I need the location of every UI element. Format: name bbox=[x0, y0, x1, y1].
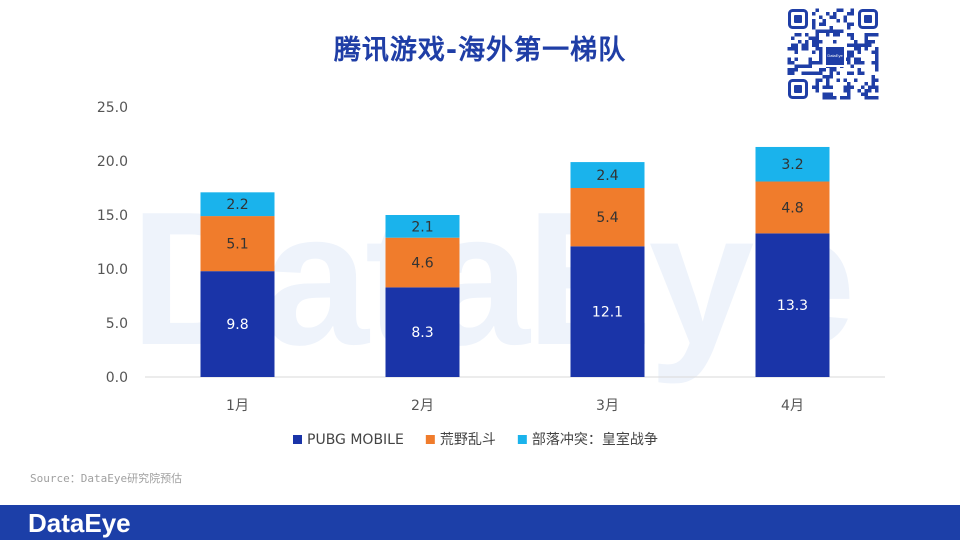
data-label: 13.3 bbox=[777, 298, 808, 314]
footer-logo: DataEye bbox=[28, 508, 131, 538]
bar-segment bbox=[385, 287, 460, 377]
data-label: 2.2 bbox=[226, 197, 248, 213]
y-tick-label: 0.0 bbox=[106, 370, 128, 386]
bar-segment bbox=[755, 181, 830, 234]
data-label: 5.4 bbox=[596, 210, 618, 226]
y-tick-label: 10.0 bbox=[97, 262, 128, 278]
bar-segment bbox=[570, 246, 645, 377]
bar-segment bbox=[385, 237, 460, 288]
data-label: 3.2 bbox=[781, 157, 803, 173]
x-tick-label: 1月 bbox=[226, 398, 249, 414]
bar-segment bbox=[200, 271, 275, 377]
bar-segment bbox=[570, 188, 645, 247]
data-label: 2.4 bbox=[596, 168, 618, 184]
y-tick-label: 5.0 bbox=[106, 316, 128, 332]
bar-segment bbox=[385, 215, 460, 238]
bar-segment bbox=[200, 216, 275, 272]
y-tick-label: 25.0 bbox=[97, 100, 128, 116]
data-label: 4.6 bbox=[411, 256, 433, 272]
x-tick-label: 3月 bbox=[596, 398, 619, 414]
data-label: 2.1 bbox=[411, 219, 433, 235]
qr-code-icon bbox=[787, 8, 879, 100]
x-tick-label: 4月 bbox=[781, 398, 804, 414]
data-label: 5.1 bbox=[226, 237, 248, 253]
chart-title: 腾讯游戏-海外第一梯队 bbox=[333, 35, 627, 66]
data-label: 9.8 bbox=[226, 317, 248, 333]
data-label: 8.3 bbox=[411, 325, 433, 341]
legend-label: 荒野乱斗 bbox=[440, 432, 496, 448]
y-tick-label: 15.0 bbox=[97, 208, 128, 224]
y-tick-label: 20.0 bbox=[97, 154, 128, 170]
legend-swatch bbox=[425, 435, 435, 444]
qr-code: DataEye bbox=[787, 8, 879, 100]
source-note: Source：DataEye研究院预估 bbox=[30, 472, 183, 485]
data-label: 12.1 bbox=[592, 305, 623, 321]
bar-segment bbox=[200, 192, 275, 217]
bars: 9.8 5.1 2.2 8.3 4.6 2.1 12.1 5.4 2.4 13.3 4.8 3.2 bbox=[200, 146, 830, 377]
data-label: 4.8 bbox=[781, 200, 803, 216]
legend-swatch bbox=[293, 435, 302, 444]
y-axis: 0.0 5.0 10.0 15.0 20.0 25.0 bbox=[97, 100, 128, 386]
legend-label: PUBG MOBILE bbox=[307, 432, 404, 448]
bar-segment bbox=[755, 146, 830, 182]
bar-segment bbox=[755, 233, 830, 377]
x-axis: 1月 2月 3月 4月 bbox=[226, 398, 804, 414]
bar-segment bbox=[570, 162, 645, 188]
legend-label: 部落冲突：皇室战争 bbox=[532, 431, 658, 448]
footer-bar: DataEye bbox=[0, 505, 960, 540]
x-tick-label: 2月 bbox=[411, 398, 434, 414]
legend-swatch bbox=[517, 435, 527, 444]
legend: PUBG MOBILE 荒野乱斗 部落冲突：皇室战争 bbox=[293, 431, 658, 448]
qr-center-logo: DataEye bbox=[824, 45, 846, 67]
